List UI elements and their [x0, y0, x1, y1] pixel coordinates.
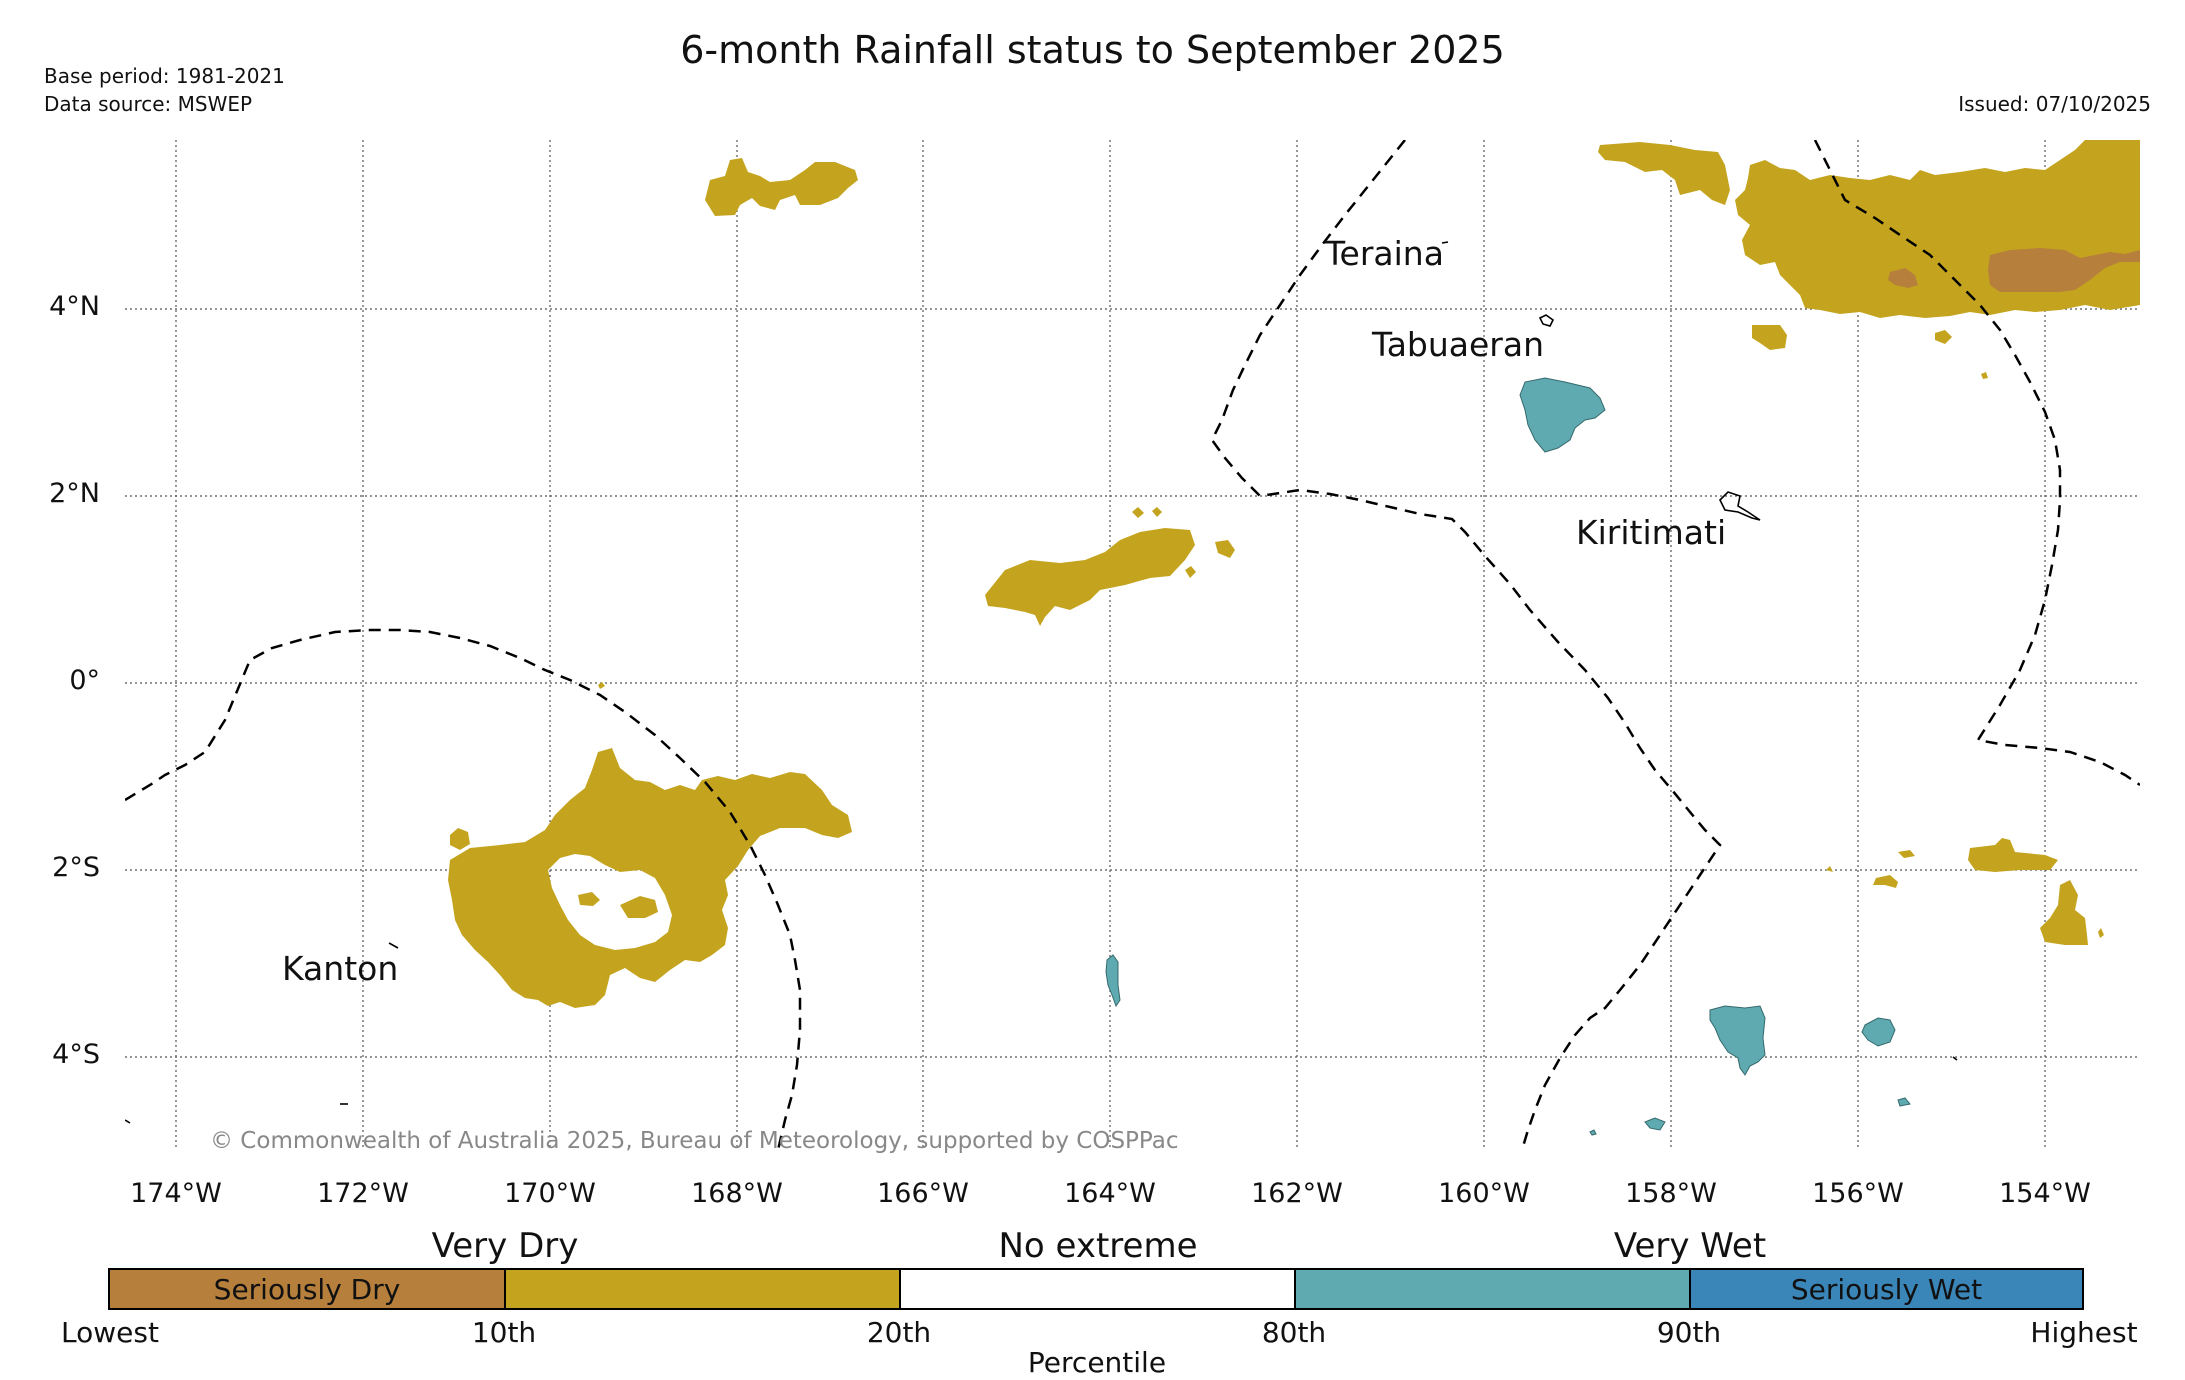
legend-segment-seriously-dry-label: Seriously Dry [213, 1272, 401, 1306]
lat-label-2n: 2°N [49, 478, 100, 509]
dry-region-se-dot [1826, 866, 1833, 872]
seriously-dry-areas [1888, 248, 2140, 292]
wet-region-south-east2 [1861, 1017, 1896, 1047]
tabuaeran-island [1538, 314, 1555, 327]
legend-segment-seriously-wet: Seriously Wet [1691, 1270, 2082, 1308]
seriously-dry-region-east [1988, 248, 2140, 292]
dry-region-central [985, 528, 1195, 626]
seriously-dry-region-east-small [1888, 268, 1918, 288]
legend-category-very-wet: Very Wet [1613, 1226, 1767, 1266]
lon-label-154w: 154°W [1999, 1178, 2091, 1209]
islet-south-east [1952, 1056, 1958, 1061]
islet-south-edge [125, 1119, 131, 1124]
dry-region-east-dot [1981, 372, 1988, 379]
dry-region-se-dot2 [2098, 928, 2104, 938]
legend-tick-90th: 90th [1656, 1316, 1722, 1349]
place-label-tabuaeran: Tabuaeran [1372, 325, 1545, 364]
lat-label-4s: 4°S [52, 1039, 100, 1070]
lon-label-170w: 170°W [504, 1178, 596, 1209]
islands [125, 241, 1958, 1124]
wet-region-south-east1 [1709, 1005, 1766, 1076]
lon-label-172w: 172°W [317, 1178, 409, 1209]
legend-segment-no-extreme [901, 1270, 1296, 1308]
wet-region-south-central [1105, 954, 1121, 1008]
dry-region-se-4 [1898, 850, 1915, 858]
legend-segment-seriously-wet-label: Seriously Wet [1790, 1272, 1983, 1306]
eez-boundary-line-west [1210, 140, 1722, 1150]
wet-region-south-dot [1589, 1129, 1597, 1136]
eez-boundaries [125, 140, 2140, 1150]
dry-region-central-dot3 [1185, 566, 1196, 578]
lon-label-174w: 174°W [130, 1178, 222, 1209]
legend-category-no-extreme: No extreme [998, 1226, 1198, 1266]
wet-region-tabuaeran [1519, 377, 1606, 453]
legend-category-very-dry: Very Dry [431, 1226, 579, 1266]
dry-region-se-2 [2040, 880, 2088, 945]
very-wet-areas [1105, 377, 1911, 1136]
lon-label-166w: 166°W [877, 1178, 969, 1209]
legend-tick-20th: 20th [866, 1316, 932, 1349]
lon-label-156w: 156°W [1812, 1178, 1904, 1209]
place-label-teraina: Teraina [1325, 234, 1444, 273]
teraina-island [1441, 241, 1449, 244]
dry-region-south-islet1 [450, 828, 470, 850]
map-title: 6-month Rainfall status to September 202… [680, 28, 1505, 72]
legend-segment-seriously-dry: Seriously Dry [110, 1270, 506, 1308]
dry-region-east-islet1 [1752, 325, 1787, 350]
kiritimati-island [1719, 491, 1761, 521]
base-period: Base period: 1981-2021 [44, 64, 285, 88]
dry-region-south-hole-fill2 [578, 892, 600, 906]
dry-region-central-dot2 [1152, 507, 1162, 517]
dry-region-se-1 [1968, 838, 2058, 872]
legend-xlabel: Percentile [1027, 1346, 1167, 1379]
legend-tick-lowest: Lowest [61, 1316, 159, 1349]
eez-boundary-phoenix [125, 628, 802, 1150]
dry-region-east-islet2 [1935, 330, 1952, 344]
dry-region-central-islet [1215, 540, 1235, 558]
data-source: Data source: MSWEP [44, 92, 253, 116]
lat-label-2s: 2°S [52, 852, 100, 883]
dry-region-south-large [448, 748, 852, 1008]
wet-region-south-east4 [1644, 1117, 1666, 1131]
legend-colorbar: Seriously Dry Seriously Wet [108, 1268, 2084, 1310]
legend-tick-highest: Highest [2030, 1316, 2138, 1349]
lat-label-4n: 4°N [49, 291, 100, 322]
legend-tick-10th: 10th [471, 1316, 537, 1349]
lon-label-164w: 164°W [1064, 1178, 1156, 1209]
legend-tick-80th: 80th [1261, 1316, 1327, 1349]
lon-label-160w: 160°W [1438, 1178, 1530, 1209]
dry-region-north-small [705, 158, 858, 216]
dry-region-equator-dot [598, 682, 605, 689]
dry-region-south-hole-fill1 [620, 896, 658, 918]
wet-region-south-east3 [1897, 1097, 1911, 1107]
dry-region-se-3 [1873, 875, 1898, 888]
dry-region-central-dot1 [1132, 507, 1144, 518]
copyright-notice: © Commonwealth of Australia 2025, Bureau… [210, 1128, 1179, 1154]
lon-label-168w: 168°W [691, 1178, 783, 1209]
place-label-kiritimati: Kiritimati [1576, 513, 1727, 552]
lat-label-0: 0° [69, 665, 100, 696]
issued-date: Issued: 07/10/2025 [1958, 92, 2151, 116]
place-label-kanton: Kanton [282, 949, 399, 988]
very-dry-areas [448, 140, 2140, 1008]
kanton-island [388, 942, 399, 949]
legend-segment-very-dry [506, 1270, 901, 1308]
lon-label-158w: 158°W [1625, 1178, 1717, 1209]
eez-boundary-line-east [1813, 140, 2140, 787]
lon-label-162w: 162°W [1251, 1178, 1343, 1209]
legend-segment-very-wet [1296, 1270, 1691, 1308]
